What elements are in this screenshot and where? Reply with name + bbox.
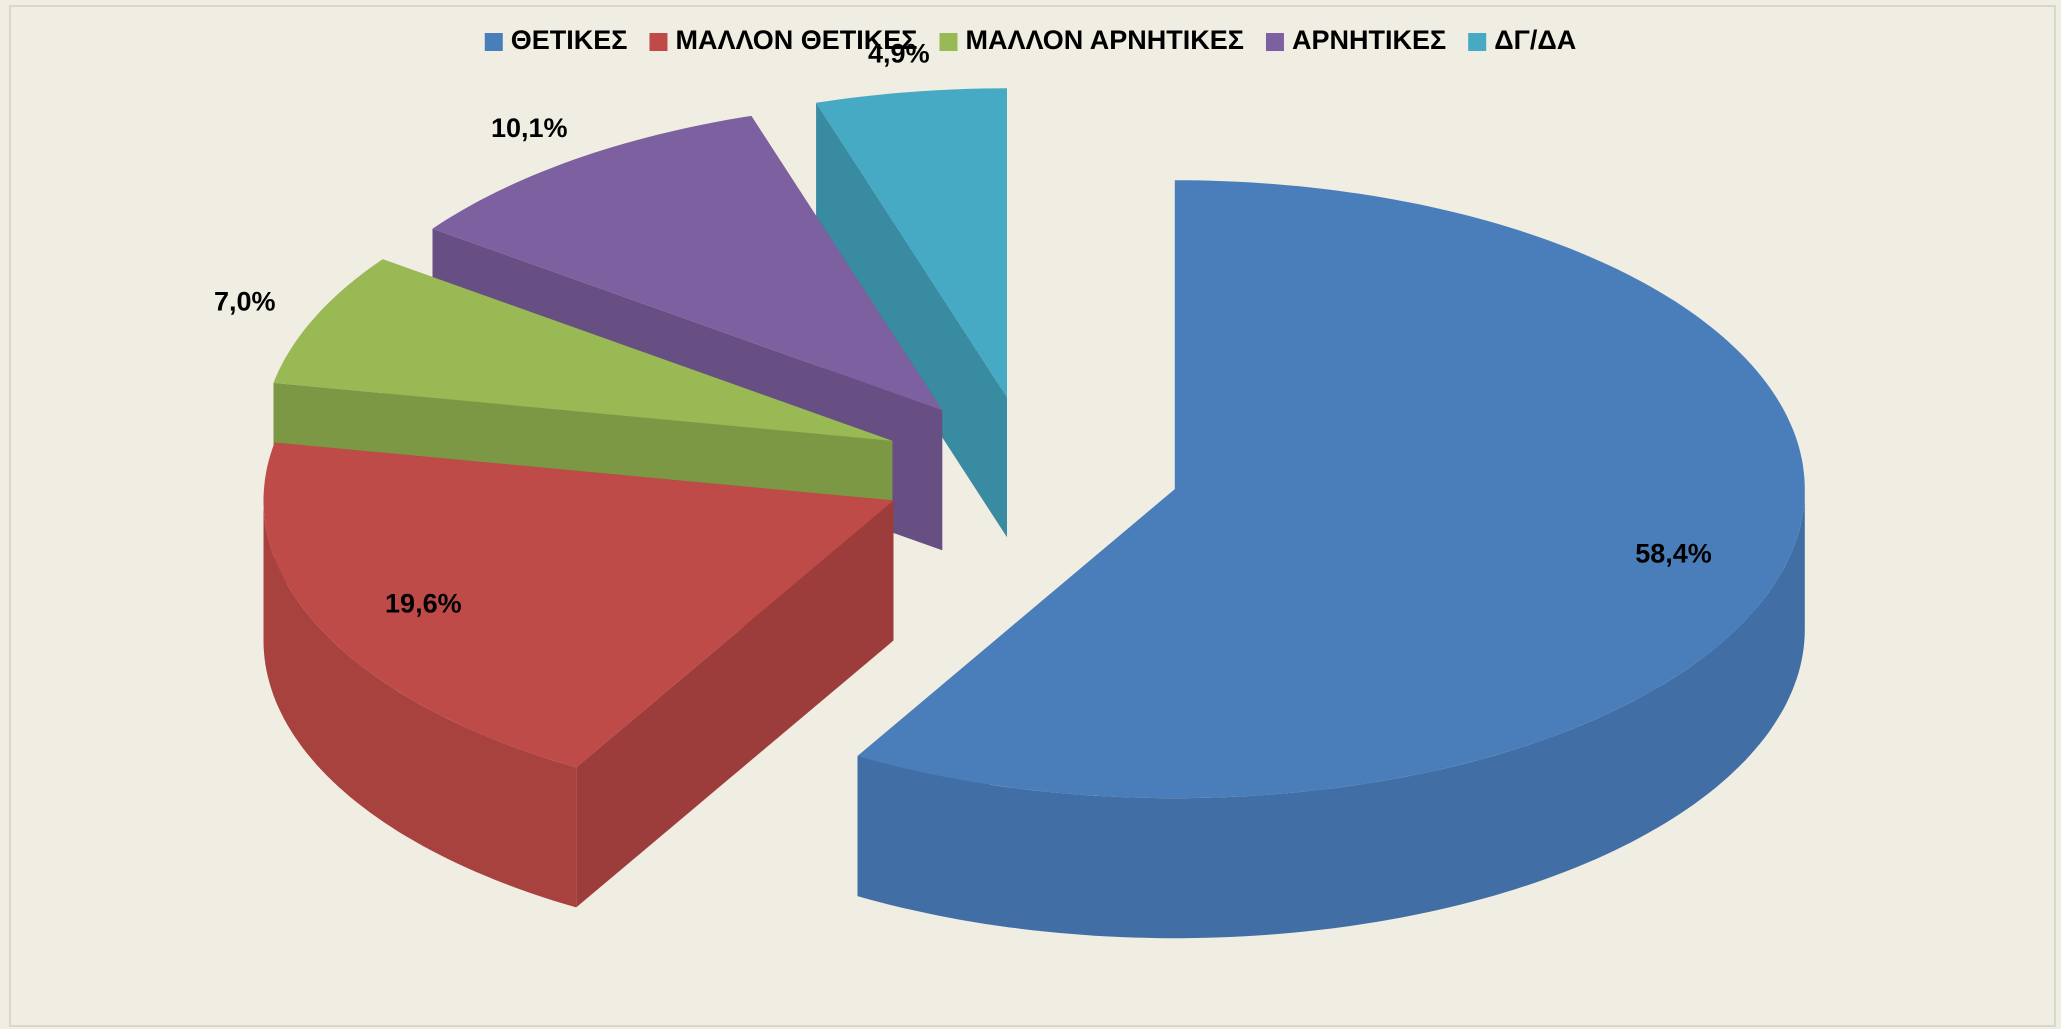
data-labels: 58,4% 19,6% 7,0% 10,1% 4,9%	[214, 38, 1712, 618]
legend-swatch	[1265, 33, 1284, 51]
slice-side	[263, 500, 577, 908]
slice	[263, 442, 894, 768]
slice	[273, 259, 893, 441]
legend-swatch	[484, 33, 503, 51]
slice-side	[816, 102, 1007, 538]
data-label: 7,0%	[214, 286, 276, 316]
slice	[432, 115, 943, 411]
legend-label: ΜΑΛΛΟΝ ΑΡΝΗΤΙΚΕΣ	[965, 25, 1244, 55]
slice	[857, 180, 1805, 799]
legend-label: ΑΡΝΗΤΙΚΕΣ	[1292, 25, 1446, 55]
legend-label: ΘΕΤΙΚΕΣ	[511, 25, 628, 55]
data-label: 4,9%	[868, 38, 930, 68]
legend-swatch	[649, 33, 668, 51]
legend: ΘΕΤΙΚΕΣ ΜΑΛΛΟΝ ΘΕΤΙΚΕΣ ΜΑΛΛΟΝ ΑΡΝΗΤΙΚΕΣ ΑΡΝ…	[484, 25, 1576, 55]
data-label: 10,1%	[491, 113, 568, 143]
slice-tops	[263, 88, 1805, 799]
data-label: 58,4%	[1635, 538, 1712, 568]
legend-swatch	[939, 33, 958, 51]
slice-side	[857, 489, 1805, 939]
slice	[816, 88, 1007, 398]
legend-swatch	[1468, 33, 1487, 51]
legend-label: ΔΓ/ΔΑ	[1494, 25, 1576, 55]
legend-label: ΜΑΛΛΟΝ ΘΕΤΙΚΕΣ	[675, 25, 917, 55]
slice-side	[576, 500, 894, 908]
data-label: 19,6%	[385, 589, 462, 619]
